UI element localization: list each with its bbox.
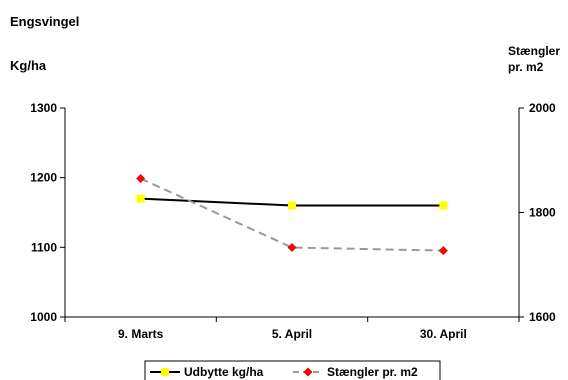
y-right-label-line2: pr. m2 (508, 60, 544, 74)
legend-label-1: Stængler pr. m2 (327, 365, 418, 379)
series-1-point (287, 243, 297, 253)
y-right-tick-label: 2000 (529, 101, 556, 115)
series-0-point (439, 201, 448, 210)
series-line-1 (140, 177, 444, 252)
x-tick-label: 5. April (272, 327, 312, 341)
y-left-tick-label: 1300 (30, 101, 57, 115)
series-1-point (438, 246, 448, 256)
y-right-tick-label: 1600 (529, 310, 556, 324)
series-0-point (288, 201, 296, 210)
axes (60, 107, 524, 322)
y-left-tick-label: 1100 (31, 240, 57, 254)
chart-title: Engsvingel (10, 14, 79, 29)
x-tick-label: 30. April (420, 327, 467, 341)
y-left-label: Kg/ha (10, 58, 47, 73)
series-lines (140, 177, 444, 252)
y-right-label-line1: Stængler (508, 44, 560, 58)
series-1-point (136, 174, 146, 184)
series-0-point (136, 194, 145, 203)
legend-box (144, 360, 441, 380)
legend: Udbytte kg/ha Stængler pr. m2 (144, 360, 441, 380)
y-right-tick-label: 1800 (529, 206, 556, 220)
y-left-tick-label: 1000 (30, 310, 57, 324)
legend-swatch-marker-0 (161, 368, 169, 376)
legend-label-0: Udbytte kg/ha (184, 365, 264, 379)
x-tick-label: 9. Marts (118, 327, 164, 341)
legend-swatch-marker-1 (303, 367, 313, 377)
tick-labels: 1000 1100 1200 1300 1600 1800 2000 9. Marts 5. A… (30, 101, 556, 341)
y-left-tick-label: 1200 (30, 171, 57, 185)
series-markers (136, 174, 448, 256)
